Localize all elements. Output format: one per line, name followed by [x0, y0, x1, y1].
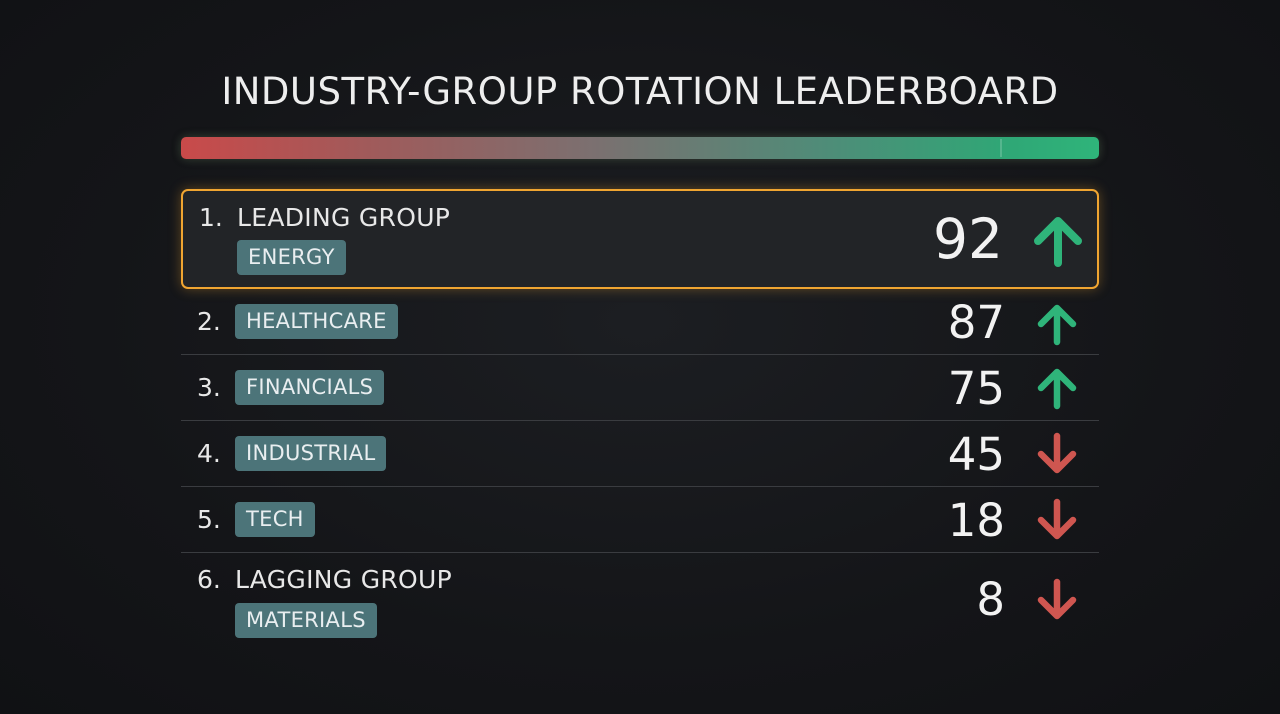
- sector-tag: FINANCIALS: [235, 370, 385, 405]
- gradient-bar-divider: [1000, 139, 1002, 157]
- rank-number: 6.: [197, 565, 221, 594]
- leaderboard-row-1[interactable]: 1. LEADING GROUP ENERGY 92: [181, 189, 1099, 289]
- score-value: 18: [947, 494, 1005, 547]
- score-value: 75: [947, 362, 1005, 415]
- arrow-up-icon: [1030, 213, 1086, 269]
- rank-number: 2.: [197, 307, 221, 336]
- leaderboard-row-6[interactable]: 6. LAGGING GROUP MATERIALS 8: [181, 553, 1099, 648]
- arrow-down-icon: [1035, 432, 1079, 476]
- sector-tag: HEALTHCARE: [235, 304, 398, 339]
- rotation-gradient-bar: [181, 137, 1099, 159]
- arrow-down-icon: [1035, 578, 1079, 622]
- sector-tag: INDUSTRIAL: [235, 436, 387, 471]
- score-value: 45: [947, 428, 1005, 481]
- rank-number: 4.: [197, 439, 221, 468]
- arrow-down-icon: [1035, 498, 1079, 542]
- leaderboard-row-3[interactable]: 3. FINANCIALS 75: [181, 355, 1099, 421]
- score-value: 92: [933, 207, 1003, 271]
- rank-number: 3.: [197, 373, 221, 402]
- score-value: 87: [947, 296, 1005, 349]
- sector-tag: ENERGY: [237, 240, 346, 275]
- rank-number: 5.: [197, 505, 221, 534]
- sector-tag: MATERIALS: [235, 603, 377, 638]
- page-title: INDUSTRY-GROUP ROTATION LEADERBOARD: [221, 70, 1059, 113]
- group-label: LAGGING GROUP: [235, 565, 452, 594]
- leaderboard-row-4[interactable]: 4. INDUSTRIAL 45: [181, 421, 1099, 487]
- arrow-up-icon: [1035, 366, 1079, 410]
- group-label: LEADING GROUP: [237, 203, 451, 232]
- score-value: 8: [976, 573, 1005, 626]
- arrow-up-icon: [1035, 302, 1079, 346]
- leaderboard-row-5[interactable]: 5. TECH 18: [181, 487, 1099, 553]
- sector-tag: TECH: [235, 502, 315, 537]
- rank-number: 1.: [199, 203, 223, 232]
- leaderboard-row-2[interactable]: 2. HEALTHCARE 87: [181, 290, 1099, 355]
